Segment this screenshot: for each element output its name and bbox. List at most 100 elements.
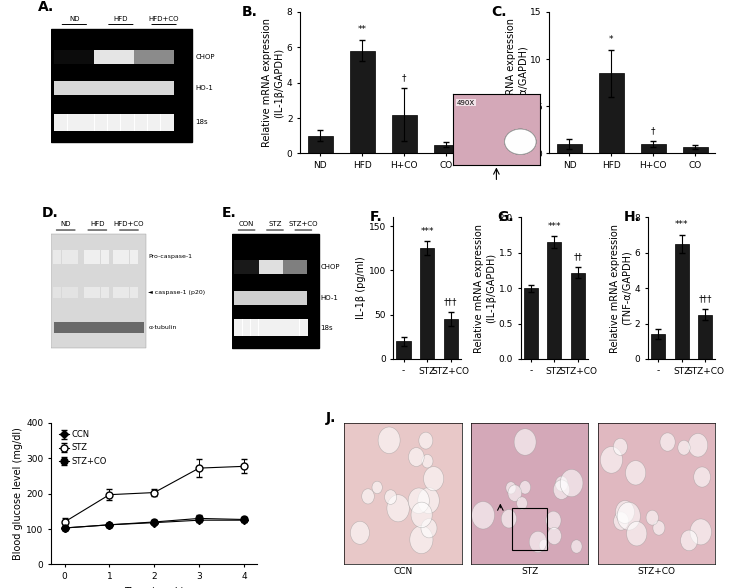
FancyBboxPatch shape (291, 319, 299, 336)
FancyBboxPatch shape (274, 319, 283, 336)
FancyBboxPatch shape (242, 260, 250, 274)
Bar (308, 136, 333, 153)
FancyBboxPatch shape (113, 287, 120, 298)
FancyBboxPatch shape (55, 50, 68, 64)
Bar (548, 242, 561, 359)
FancyBboxPatch shape (101, 287, 109, 298)
FancyBboxPatch shape (275, 260, 283, 274)
FancyBboxPatch shape (232, 234, 318, 348)
Y-axis label: Relative mRNA expression
(TNF-α/GAPDH): Relative mRNA expression (TNF-α/GAPDH) (610, 223, 631, 353)
FancyBboxPatch shape (80, 114, 95, 131)
FancyBboxPatch shape (250, 319, 259, 336)
FancyBboxPatch shape (283, 291, 291, 305)
Text: ***: *** (675, 220, 688, 229)
Circle shape (387, 495, 410, 522)
Text: 490X: 490X (457, 100, 475, 106)
FancyBboxPatch shape (161, 81, 174, 95)
FancyBboxPatch shape (283, 260, 291, 274)
FancyBboxPatch shape (51, 234, 146, 348)
FancyBboxPatch shape (67, 114, 82, 131)
FancyBboxPatch shape (267, 291, 275, 305)
Circle shape (600, 446, 623, 473)
Text: *: * (609, 35, 614, 44)
FancyBboxPatch shape (70, 250, 78, 264)
Circle shape (418, 487, 439, 513)
FancyBboxPatch shape (62, 250, 69, 264)
FancyBboxPatch shape (275, 291, 283, 305)
Text: 18s: 18s (196, 119, 208, 125)
Text: **: ** (358, 25, 366, 35)
Text: A.: A. (38, 1, 54, 15)
Circle shape (529, 532, 547, 553)
FancyBboxPatch shape (81, 81, 94, 95)
Text: G.: G. (497, 210, 514, 224)
Bar (512, 508, 548, 550)
FancyBboxPatch shape (92, 287, 100, 298)
Circle shape (517, 497, 527, 510)
FancyBboxPatch shape (113, 250, 120, 264)
Y-axis label: Relative mRNA expression
(IL-1β/GAPDH): Relative mRNA expression (IL-1β/GAPDH) (263, 18, 284, 147)
Text: ND: ND (61, 221, 71, 227)
Text: STZ: STZ (268, 221, 282, 227)
Text: HFD: HFD (114, 16, 128, 22)
X-axis label: STZ: STZ (521, 567, 538, 576)
Circle shape (372, 481, 383, 494)
Circle shape (615, 500, 634, 523)
Text: HO-1: HO-1 (320, 295, 339, 301)
FancyBboxPatch shape (121, 81, 134, 95)
FancyBboxPatch shape (134, 50, 147, 64)
Bar (420, 248, 434, 359)
Bar (444, 319, 458, 359)
FancyBboxPatch shape (147, 81, 161, 95)
X-axis label: CCN: CCN (393, 567, 412, 576)
Circle shape (419, 432, 433, 449)
FancyBboxPatch shape (101, 250, 109, 264)
Circle shape (502, 509, 517, 528)
FancyBboxPatch shape (94, 81, 107, 95)
FancyBboxPatch shape (121, 250, 129, 264)
FancyBboxPatch shape (147, 50, 161, 64)
Text: B.: B. (242, 5, 258, 19)
Text: ***: *** (420, 226, 434, 236)
Y-axis label: Relative mRNA expression
(IL-1β/GAPDH): Relative mRNA expression (IL-1β/GAPDH) (474, 223, 496, 353)
Text: ND: ND (69, 16, 80, 22)
Text: E.: E. (222, 206, 237, 220)
Circle shape (660, 433, 675, 451)
Bar (391, 115, 417, 153)
Text: Pro-caspase-1: Pro-caspase-1 (148, 255, 193, 259)
FancyBboxPatch shape (266, 319, 275, 336)
Bar (641, 144, 666, 153)
FancyBboxPatch shape (130, 250, 138, 264)
Circle shape (626, 460, 646, 485)
FancyBboxPatch shape (299, 260, 307, 274)
Circle shape (553, 480, 569, 499)
Circle shape (690, 519, 712, 545)
Text: †: † (651, 126, 656, 135)
Circle shape (546, 511, 561, 530)
FancyBboxPatch shape (250, 291, 258, 305)
Circle shape (362, 489, 374, 504)
FancyBboxPatch shape (55, 81, 68, 95)
FancyBboxPatch shape (107, 114, 121, 131)
Circle shape (504, 129, 536, 155)
Circle shape (614, 512, 629, 530)
Circle shape (617, 502, 640, 530)
Text: STZ+CO: STZ+CO (288, 221, 318, 227)
Text: H.: H. (624, 210, 641, 224)
Circle shape (520, 480, 531, 494)
FancyBboxPatch shape (68, 81, 81, 95)
FancyBboxPatch shape (134, 81, 147, 95)
Circle shape (411, 502, 432, 527)
Circle shape (410, 526, 433, 553)
FancyBboxPatch shape (234, 291, 242, 305)
FancyBboxPatch shape (53, 287, 61, 298)
FancyBboxPatch shape (130, 287, 138, 298)
Y-axis label: IL-1β (pg/ml): IL-1β (pg/ml) (356, 257, 366, 319)
Text: 18s: 18s (320, 325, 333, 331)
Text: †††: ††† (699, 295, 712, 304)
FancyBboxPatch shape (107, 50, 121, 64)
Y-axis label: Blood glucose level (mg/dl): Blood glucose level (mg/dl) (13, 427, 23, 560)
FancyBboxPatch shape (234, 260, 242, 274)
FancyBboxPatch shape (92, 250, 100, 264)
Text: HO-1: HO-1 (196, 85, 213, 91)
